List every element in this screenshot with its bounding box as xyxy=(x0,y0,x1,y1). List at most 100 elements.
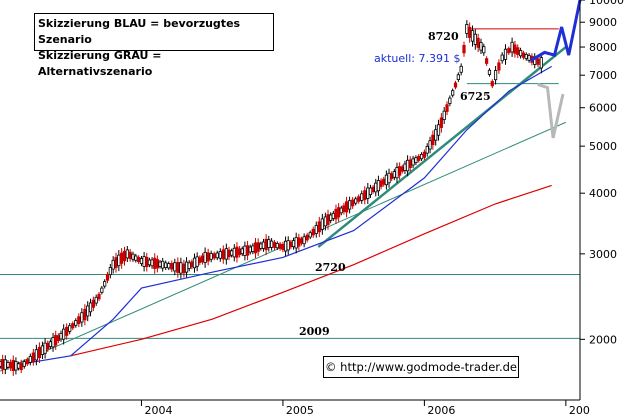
candle-body xyxy=(198,257,202,263)
y-tick-label: 6000 xyxy=(589,102,617,115)
candle-body xyxy=(326,214,330,226)
candle-body xyxy=(323,216,327,227)
y-tick-label: 5000 xyxy=(589,140,617,153)
candle-body xyxy=(275,243,279,249)
candle-body xyxy=(134,255,138,261)
y-tick-label: 3000 xyxy=(589,248,617,261)
candle-body xyxy=(232,247,236,258)
candle-body xyxy=(203,251,207,263)
candle-body xyxy=(187,262,191,269)
candle-body xyxy=(11,359,15,371)
candle-body xyxy=(224,248,228,260)
candle-body xyxy=(256,242,260,252)
candle-body xyxy=(91,299,95,308)
candle-body xyxy=(88,302,93,313)
candle-body xyxy=(122,250,127,262)
candle-body xyxy=(238,248,242,255)
candle-body xyxy=(264,238,268,251)
candle-body xyxy=(278,243,282,249)
candle-body xyxy=(145,256,149,268)
price-candles xyxy=(0,20,543,376)
y-tick-label: 8000 xyxy=(589,41,617,54)
candle-body xyxy=(456,74,460,80)
annotation-high: 8720 xyxy=(428,30,459,43)
candle-body xyxy=(314,225,318,234)
candle-body xyxy=(368,187,373,195)
x-tick-label: 2004 xyxy=(144,404,172,417)
candle-body xyxy=(453,82,458,88)
candle-body xyxy=(291,240,296,248)
candle-body xyxy=(97,293,101,300)
candle-body xyxy=(465,24,469,34)
scenario-blue-line xyxy=(529,0,582,62)
scenario-gray-line xyxy=(537,82,565,139)
candle-body xyxy=(37,346,42,359)
candle-body xyxy=(302,236,306,245)
credit-box[interactable]: © http://www.godmode-trader.de xyxy=(323,356,519,378)
candle-body xyxy=(173,262,177,272)
candle-body xyxy=(289,241,293,248)
candle-body xyxy=(351,199,355,207)
candle-body xyxy=(215,252,219,259)
candle-body xyxy=(28,356,32,363)
candle-body xyxy=(392,171,396,178)
candle-body xyxy=(103,281,107,287)
candle-body xyxy=(408,159,412,169)
candle-body xyxy=(395,167,399,179)
candle-body xyxy=(56,335,60,342)
candle-body xyxy=(125,249,129,259)
candle-body xyxy=(384,174,388,186)
credit-link[interactable]: © http://www.godmode-trader.de xyxy=(325,360,517,374)
candle-body xyxy=(445,104,449,112)
candle-body xyxy=(331,212,335,219)
candle-body xyxy=(360,193,364,201)
candle-body xyxy=(3,359,7,370)
candle-body xyxy=(161,260,165,269)
candle-body xyxy=(379,180,383,187)
candle-body xyxy=(411,158,415,166)
candle-body xyxy=(417,155,421,161)
candle-body xyxy=(137,257,141,263)
candle-body xyxy=(184,261,189,273)
scenario-legend: Skizzierung BLAU = bevorzugtes Szenario … xyxy=(34,13,274,78)
candle-body xyxy=(147,259,152,266)
candle-body xyxy=(448,97,452,104)
x-tick-label: 200 xyxy=(569,404,590,417)
y-tick-label: 2000 xyxy=(589,333,617,346)
candle-body xyxy=(337,207,341,218)
candle-body xyxy=(245,245,250,256)
candle-body xyxy=(357,196,361,202)
candle-body xyxy=(40,345,45,355)
candle-body xyxy=(25,359,29,365)
candle-body xyxy=(251,245,255,252)
annotation-support-upper: 2720 xyxy=(315,261,346,274)
candle-body xyxy=(212,253,216,259)
candle-body xyxy=(80,312,84,323)
candle-body xyxy=(139,258,144,264)
candle-body xyxy=(176,261,180,273)
candle-body xyxy=(51,337,55,348)
candle-body xyxy=(195,256,199,267)
candle-body xyxy=(131,253,135,260)
candle-body xyxy=(240,248,244,255)
candle-body xyxy=(299,238,304,244)
candle-body xyxy=(117,254,121,267)
y-tick-label: 7000 xyxy=(589,69,617,82)
candle-body xyxy=(267,239,271,248)
candle-body xyxy=(114,257,118,268)
candle-body xyxy=(339,207,343,214)
candle-body xyxy=(308,232,312,238)
candle-body xyxy=(366,187,370,199)
y-tick-label: 4000 xyxy=(589,187,617,200)
candle-body xyxy=(468,26,472,38)
candle-body xyxy=(436,124,441,136)
candle-body xyxy=(31,352,35,362)
candle-body xyxy=(100,287,104,293)
candle-body xyxy=(442,110,446,121)
candle-body xyxy=(400,166,404,172)
candle-body xyxy=(459,65,463,73)
candle-body xyxy=(476,37,480,48)
candle-body xyxy=(414,157,418,163)
candle-body xyxy=(363,190,367,201)
x-tick-label: 2005 xyxy=(286,404,314,417)
